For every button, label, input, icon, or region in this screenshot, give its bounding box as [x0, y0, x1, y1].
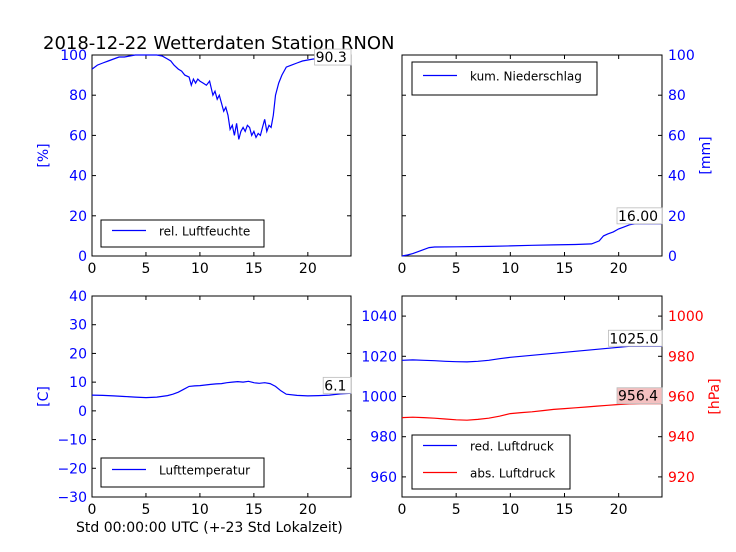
y-tick-label: 1040 — [361, 309, 397, 325]
value-label-box — [314, 48, 352, 66]
value-label: 956.4 — [618, 389, 658, 405]
y-tick-label-right: 920 — [668, 470, 695, 486]
y-tick-label-right: 980 — [668, 349, 695, 365]
x-tick-label: 0 — [88, 261, 97, 277]
x-tick-label: 5 — [452, 261, 461, 277]
y-tick-label: 0 — [78, 404, 87, 420]
y-tick-label-right: 960 — [668, 390, 695, 406]
legend-box — [100, 457, 265, 488]
y-tick-label-right: 1000 — [668, 309, 704, 325]
x-tick-label: 15 — [556, 502, 574, 518]
x-tick-label: 20 — [610, 261, 628, 277]
x-tick-label: 20 — [299, 261, 317, 277]
legend-box — [100, 219, 265, 248]
legend-box — [411, 61, 598, 96]
y-tick-label: 30 — [69, 318, 87, 334]
x-tick-label: 5 — [452, 502, 461, 518]
y-tick-label: 100 — [60, 48, 87, 64]
y-axis-label: [C] — [36, 386, 52, 407]
series-line-rel-luftfeuchte — [91, 54, 352, 140]
y-tick-label: 1020 — [361, 349, 397, 365]
value-label-box — [322, 376, 352, 394]
x-tick-label: 5 — [141, 502, 150, 518]
x-tick-label: 15 — [245, 261, 263, 277]
x-tick-label: 10 — [501, 261, 519, 277]
y-tick-label: 960 — [370, 470, 397, 486]
legend-label: kum. Niederschlag — [470, 70, 582, 84]
y-tick-label: 0 — [668, 249, 677, 265]
value-label-box — [616, 207, 663, 225]
series-line-abs-luftdruck — [401, 403, 662, 421]
y-tick-label: 1000 — [361, 390, 397, 406]
value-label-box — [616, 387, 663, 405]
figure-xlabel: Std 00:00:00 UTC (+-23 Std Lokalzeit) — [76, 520, 343, 536]
y-axis-label: [mm] — [698, 136, 714, 174]
panel-temperature: 0 5 10 15 20 −30 −20 −10 0 10 20 30 40 [C] 6.1 Lufttemp… — [36, 289, 352, 518]
x-tick-label: 5 — [141, 261, 150, 277]
legend-label: abs. Luftdruck — [470, 467, 555, 481]
x-tick-label: 0 — [398, 502, 407, 518]
y-tick-label: −10 — [57, 433, 87, 449]
y-tick-label: 0 — [78, 249, 87, 265]
legend-label: rel. Luftfeuchte — [159, 225, 250, 239]
y-tick-label: 100 — [668, 48, 695, 64]
x-tick-label: 20 — [610, 502, 628, 518]
y-tick-label: −30 — [57, 490, 87, 506]
x-tick-label: 10 — [191, 261, 209, 277]
y-tick-label: 20 — [668, 209, 686, 225]
y-tick-label-right: 940 — [668, 430, 695, 446]
y-axis-label: [%] — [36, 143, 52, 167]
axes-frame — [91, 295, 352, 498]
y-tick-label: 80 — [69, 88, 87, 104]
x-tick-label: 20 — [299, 502, 317, 518]
series-line-red-luftdruck — [401, 345, 662, 363]
y-tick-label: 20 — [69, 346, 87, 362]
value-label-box — [608, 329, 663, 347]
x-tick-label: 0 — [88, 502, 97, 518]
axes-frame — [91, 54, 352, 257]
panel-precipitation: 0 5 10 15 20 0 20 40 60 80 100 [mm] 16.00 kum. Nieder… — [398, 48, 714, 277]
y-tick-label: −20 — [57, 461, 87, 477]
axes-frame — [401, 54, 663, 257]
y-tick-label: 60 — [69, 128, 87, 144]
y-tick-label: 40 — [69, 169, 87, 185]
y-axis-label: [hPa] — [707, 378, 723, 414]
panel-pressure: 0 5 10 15 20 960 980 1000 1020 1040 920 940 960 980 10… — [361, 295, 723, 518]
value-label: 1025.0 — [609, 331, 658, 347]
x-tick-label: 10 — [501, 502, 519, 518]
y-tick-label: 60 — [668, 128, 686, 144]
legend-label: red. Luftdruck — [470, 440, 554, 454]
x-tick-label: 0 — [398, 261, 407, 277]
legend-box — [411, 434, 571, 490]
value-label: 6.1 — [324, 378, 346, 394]
panel-humidity: 0 5 10 15 20 0 20 40 60 80 100 [%] 90.3 rel. Luftfeuc… — [36, 48, 352, 277]
series-line-kum-niederschlag — [401, 223, 662, 257]
figure-title: 2018-12-22 Wetterdaten Station RNON — [43, 33, 394, 54]
y-tick-label: 40 — [69, 289, 87, 305]
series-line-lufttemperatur — [91, 380, 352, 399]
value-label: 16.00 — [618, 209, 658, 225]
x-tick-label: 10 — [191, 502, 209, 518]
value-label: 90.3 — [316, 50, 347, 66]
y-tick-label: 20 — [69, 209, 87, 225]
y-tick-label: 980 — [370, 430, 397, 446]
y-tick-label: 80 — [668, 88, 686, 104]
y-tick-label: 10 — [69, 375, 87, 391]
x-tick-label: 15 — [245, 502, 263, 518]
legend-label: Lufttemperatur — [159, 464, 250, 478]
y-tick-label: 40 — [668, 169, 686, 185]
x-tick-label: 15 — [556, 261, 574, 277]
